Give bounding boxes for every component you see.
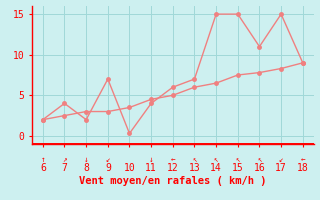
Text: ←: ← [171, 155, 175, 164]
Text: ↖: ↖ [192, 155, 197, 164]
X-axis label: Vent moyen/en rafales ( km/h ): Vent moyen/en rafales ( km/h ) [79, 176, 267, 186]
Text: ↗: ↗ [62, 155, 67, 164]
Text: ↓: ↓ [84, 155, 88, 164]
Text: ↙: ↙ [106, 155, 110, 164]
Text: ↖: ↖ [214, 155, 219, 164]
Text: ←: ← [300, 155, 305, 164]
Text: ↑: ↑ [41, 155, 45, 164]
Text: ↙: ↙ [279, 155, 284, 164]
Text: ↖: ↖ [257, 155, 262, 164]
Text: ↖: ↖ [236, 155, 240, 164]
Text: ↓: ↓ [149, 155, 154, 164]
